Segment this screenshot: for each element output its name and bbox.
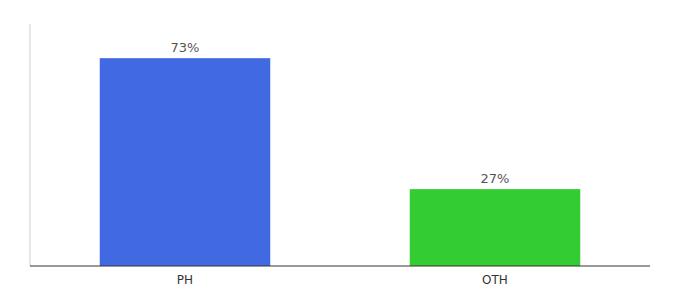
chart: PH OTH 73% 27% bbox=[0, 0, 680, 300]
data-label: 73% bbox=[171, 40, 200, 55]
x-axis-line bbox=[30, 266, 650, 267]
bar bbox=[100, 58, 271, 266]
bar bbox=[410, 189, 581, 266]
bars bbox=[100, 58, 581, 266]
data-label: 27% bbox=[481, 171, 510, 186]
x-tick-label: PH bbox=[177, 273, 193, 287]
x-tick-label: OTH bbox=[482, 273, 508, 287]
chart-container: PH OTH 73% 27% bbox=[0, 0, 680, 300]
y-axis-line bbox=[30, 24, 31, 266]
